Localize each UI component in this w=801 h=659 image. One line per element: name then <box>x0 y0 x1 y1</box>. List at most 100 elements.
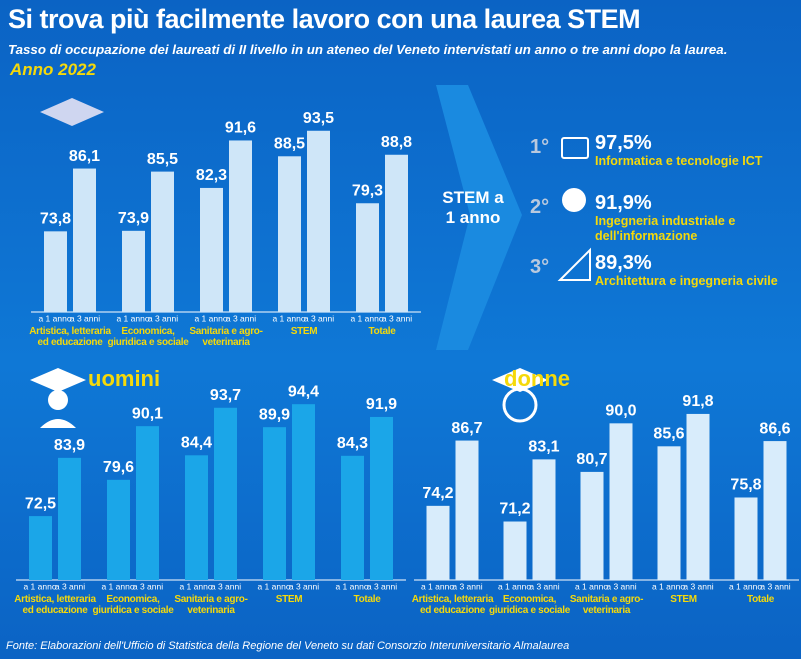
bar <box>763 441 787 580</box>
title: Si trova più facilmente lavoro con una l… <box>8 4 641 34</box>
value-label: 79,3 <box>352 182 383 199</box>
bar <box>292 404 315 580</box>
person-icon <box>502 387 538 423</box>
series-label: a 1 anno <box>38 313 71 323</box>
bar <box>200 187 223 312</box>
category-label: Economica, giuridica e sociale <box>488 594 570 616</box>
arrow <box>436 85 522 350</box>
bar <box>609 423 633 580</box>
series-label: a 3 anni <box>304 313 334 323</box>
value-label: 82,3 <box>196 167 227 184</box>
series-label: a 3 anni <box>683 581 713 591</box>
helmet-icon <box>562 188 586 212</box>
series-label: a 3 anni <box>606 581 636 591</box>
chart-title: donne <box>504 366 570 391</box>
series-label: a 1 anno <box>101 581 134 591</box>
bar <box>278 156 301 312</box>
value-label: 79,6 <box>103 459 134 476</box>
category-label: STEM <box>670 594 697 605</box>
series-label: a 3 anni <box>760 581 790 591</box>
bar <box>341 455 364 580</box>
value-label: 91,6 <box>225 120 256 137</box>
bar <box>29 516 52 580</box>
bar <box>229 140 252 312</box>
value-label: 80,7 <box>576 451 607 468</box>
category-label: Totale <box>747 594 774 605</box>
value-label: 83,9 <box>54 437 85 454</box>
series-label: a 3 anni <box>148 313 178 323</box>
bar <box>263 427 286 580</box>
value-label: 94,4 <box>288 383 319 400</box>
year: Anno 2022 <box>10 60 96 79</box>
rank: 2° <box>530 196 550 218</box>
category-label: Sanitaria e agro-veterinaria <box>189 326 263 348</box>
cap-icon <box>30 368 86 392</box>
category-label: Artistica, letteraria ed educazione <box>29 326 111 348</box>
series-label: a 3 anni <box>226 313 256 323</box>
series-label: a 1 anno <box>194 313 227 323</box>
bar <box>136 426 159 580</box>
series-label: a 1 anno <box>350 313 383 323</box>
value-label: 93,5 <box>303 110 334 127</box>
bar <box>44 231 67 312</box>
series-label: a 1 anno <box>729 581 762 591</box>
category-label: Artistica, letteraria ed educazione <box>14 594 96 616</box>
series-label: a 1 anno <box>421 581 454 591</box>
person-icon <box>48 390 68 410</box>
ruler-icon <box>557 247 591 281</box>
rank-value: 97,5% <box>595 132 652 154</box>
bar <box>686 413 710 580</box>
series-label: a 1 anno <box>272 313 305 323</box>
chart-title: uomini <box>88 366 161 391</box>
category-label: Economica, giuridica e sociale <box>107 326 189 348</box>
series-label: a 3 anni <box>55 581 85 591</box>
bar <box>356 203 379 312</box>
bar <box>370 416 393 580</box>
category-label: Artistica, letteraria ed educazione <box>411 594 494 616</box>
series-label: a 1 anno <box>652 581 685 591</box>
value-label: 86,6 <box>759 420 790 437</box>
series-label: a 1 anno <box>23 581 56 591</box>
category-label: Totale <box>353 594 381 605</box>
value-label: 91,8 <box>682 393 713 410</box>
series-label: a 3 anni <box>452 581 482 591</box>
value-label: 86,7 <box>451 420 482 437</box>
laptop-icon <box>561 137 589 159</box>
cap-icon <box>40 98 104 126</box>
value-label: 74,2 <box>422 485 453 502</box>
value-label: 75,8 <box>730 477 761 494</box>
value-label: 72,5 <box>25 495 56 512</box>
bar <box>73 168 96 312</box>
series-label: a 1 anno <box>335 581 368 591</box>
bar <box>580 471 604 580</box>
bar <box>455 440 479 580</box>
rank-label: Ingegneria industriale e dell'informazio… <box>595 214 736 243</box>
subtitle: Tasso di occupazione dei laureati di II … <box>8 42 728 57</box>
bar <box>503 521 527 580</box>
bar <box>122 230 145 312</box>
series-label: a 3 anni <box>70 313 100 323</box>
series-label: a 1 anno <box>257 581 290 591</box>
ranking-title: STEM a 1 anno <box>442 188 504 227</box>
bar <box>151 171 174 312</box>
bar <box>532 459 556 580</box>
value-label: 85,6 <box>653 426 684 443</box>
cap-icon <box>492 368 548 392</box>
value-label: 88,5 <box>274 136 305 153</box>
rank-label: Architettura e ingegneria civile <box>595 274 778 288</box>
value-label: 84,4 <box>181 435 212 452</box>
category-label: Totale <box>368 326 396 337</box>
bar <box>657 446 681 580</box>
bar <box>185 455 208 580</box>
value-label: 86,1 <box>69 148 100 165</box>
bar <box>385 154 408 312</box>
value-label: 89,9 <box>259 406 290 423</box>
series-label: a 1 anno <box>179 581 212 591</box>
category-label: STEM <box>290 326 318 337</box>
value-label: 90,1 <box>132 405 163 422</box>
bar <box>734 497 758 580</box>
value-label: 93,7 <box>210 387 241 404</box>
rank-label: Informatica e tecnologie ICT <box>595 154 763 168</box>
category-label: Sanitaria e agro-veterinaria <box>174 594 248 616</box>
